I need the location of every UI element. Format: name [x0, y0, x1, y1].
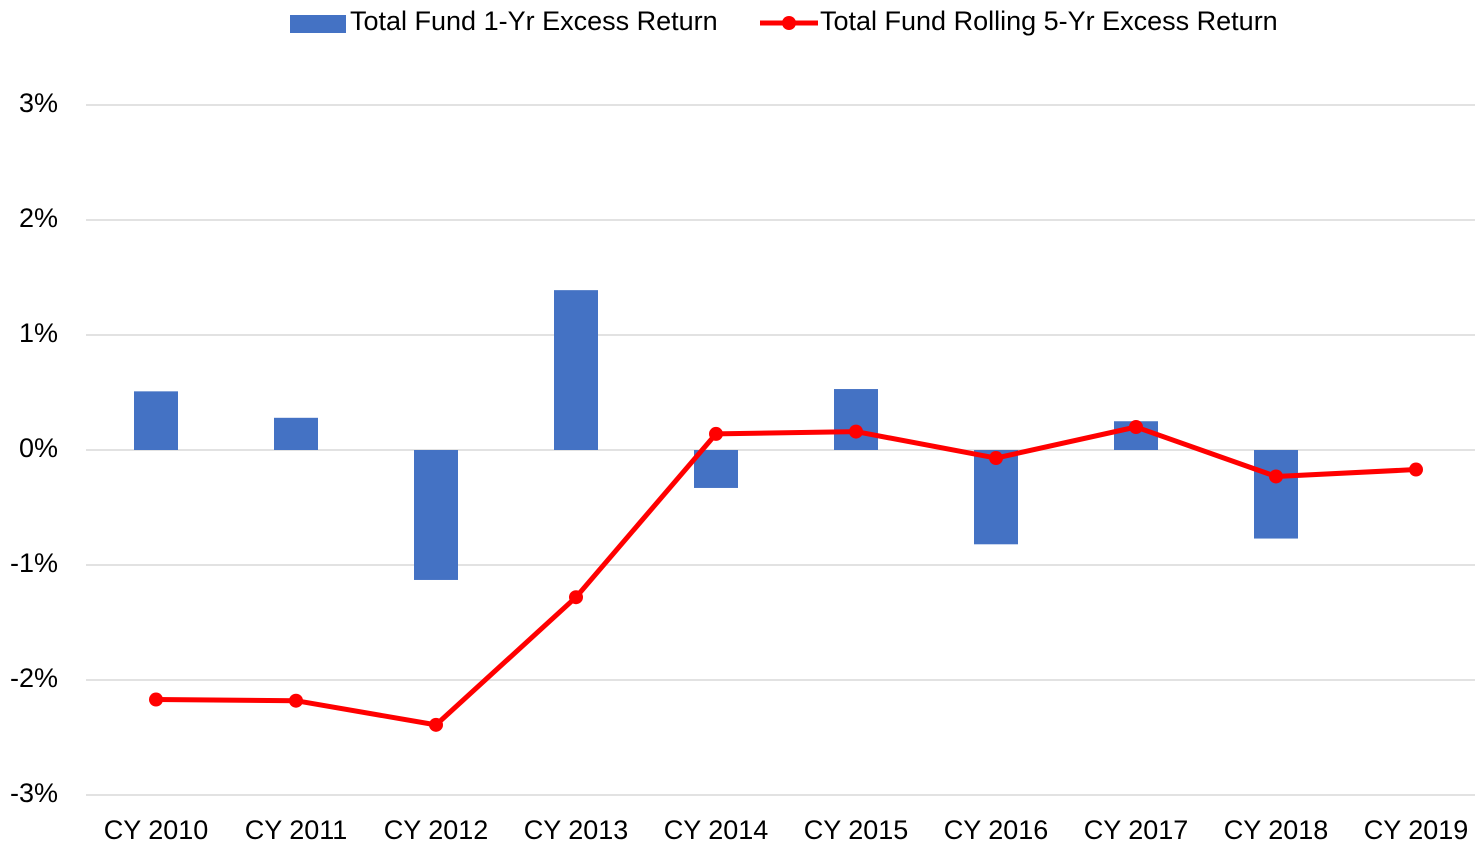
point — [1409, 462, 1423, 477]
x-tick-label: CY 2010 — [104, 815, 209, 845]
point — [289, 693, 303, 708]
legend-swatch — [782, 16, 796, 30]
legend-swatch — [290, 15, 346, 33]
point — [989, 451, 1003, 466]
point — [1269, 469, 1283, 484]
point — [429, 717, 443, 732]
x-tick-label: CY 2012 — [384, 815, 489, 845]
x-tick-label: CY 2019 — [1364, 815, 1469, 845]
point — [569, 590, 583, 605]
x-tick-label: CY 2017 — [1084, 815, 1189, 845]
bar — [694, 450, 738, 488]
bar — [134, 391, 178, 450]
x-tick-label: CY 2011 — [245, 815, 348, 845]
line — [155, 424, 1417, 728]
bar — [834, 389, 878, 450]
y-tick-label: 0% — [19, 433, 58, 463]
x-tick-label: CY 2015 — [804, 815, 909, 845]
y-tick-label: -2% — [10, 663, 58, 693]
legend-label: Total Fund Rolling 5-Yr Excess Return — [820, 6, 1278, 36]
x-tick-label: CY 2016 — [944, 815, 1049, 845]
point — [1129, 420, 1143, 434]
point — [149, 692, 163, 707]
x-tick-label: CY 2013 — [524, 815, 629, 845]
x-tick-label: CY 2014 — [664, 815, 769, 845]
y-tick-label: 3% — [19, 88, 58, 118]
y-tick-label: -1% — [10, 548, 58, 578]
y-tick-label: 2% — [19, 203, 58, 233]
point — [849, 424, 863, 439]
bar — [274, 417, 318, 450]
y-tick-label: -3% — [10, 778, 58, 808]
point — [709, 426, 723, 441]
bar — [414, 450, 458, 580]
bar — [1254, 450, 1298, 539]
x-tick-label: CY 2018 — [1224, 815, 1329, 845]
legend-label: Total Fund 1-Yr Excess Return — [350, 6, 718, 36]
bar — [974, 450, 1018, 545]
bar — [554, 290, 598, 450]
y-tick-label: 1% — [19, 318, 58, 348]
